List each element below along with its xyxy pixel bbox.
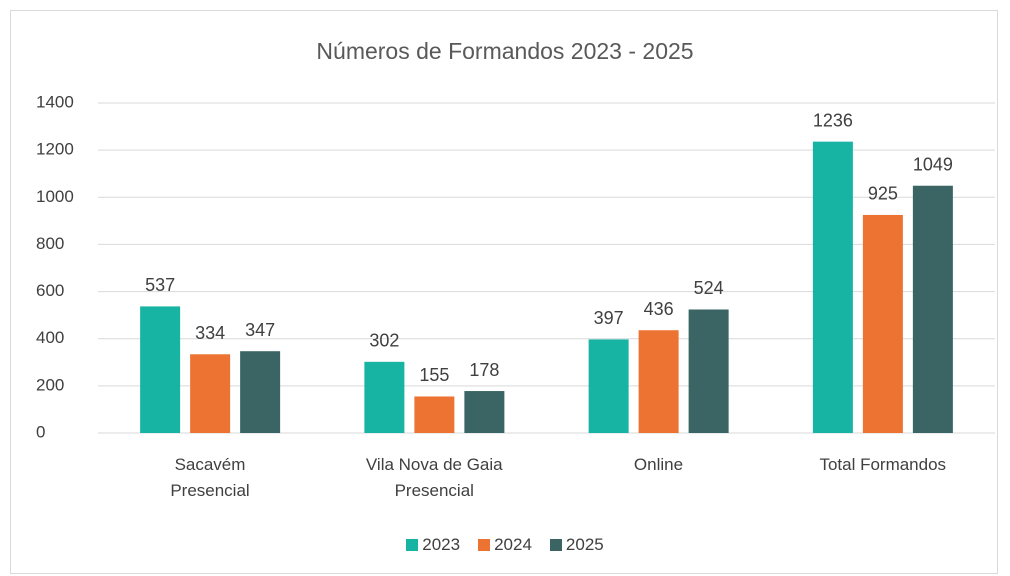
x-tick-label: Total Formandos <box>819 455 947 474</box>
data-label: 436 <box>644 299 674 319</box>
legend-swatch <box>406 539 419 551</box>
data-label: 155 <box>419 365 449 385</box>
legend-label: 2023 <box>422 535 461 554</box>
data-label: 524 <box>694 278 724 298</box>
x-tick-label: Vila Nova de Gaia Presencial <box>365 455 503 500</box>
data-label: 1236 <box>813 110 853 130</box>
y-tick-label: 1000 <box>36 187 74 206</box>
chart-title: Números de Formandos 2023 - 2025 <box>316 38 694 64</box>
legend-swatch <box>478 539 491 551</box>
bar <box>140 306 181 433</box>
bar <box>588 339 629 433</box>
legend-label: 2024 <box>494 535 532 554</box>
bar <box>190 354 231 433</box>
bar <box>364 361 405 433</box>
x-tick-label: Sacavém Presencial <box>170 455 250 500</box>
data-label: 537 <box>145 275 175 295</box>
y-tick-label: 1400 <box>36 92 74 111</box>
bar <box>812 141 853 433</box>
data-label: 1049 <box>913 154 953 174</box>
legend: 2023 2024 2025 <box>0 535 1010 555</box>
bar <box>862 214 903 433</box>
data-label: 302 <box>369 331 399 351</box>
y-tick-label: 800 <box>36 234 64 253</box>
y-tick-label: 200 <box>36 375 64 394</box>
legend-item: 2023 <box>406 535 460 555</box>
data-label: 334 <box>195 323 225 343</box>
bar <box>464 391 505 433</box>
data-label: 347 <box>245 320 275 340</box>
y-tick-label: 400 <box>36 328 64 347</box>
y-tick-label: 0 <box>36 422 45 441</box>
y-tick-label: 600 <box>36 281 64 300</box>
bar <box>912 185 953 433</box>
data-label: 925 <box>868 184 898 204</box>
legend-label: 2025 <box>565 535 604 554</box>
chart-border <box>10 10 998 574</box>
x-tick-label: Online <box>633 455 684 474</box>
bar <box>638 330 679 433</box>
data-label: 397 <box>594 308 624 328</box>
legend-swatch <box>549 539 562 551</box>
y-tick-label: 1200 <box>36 140 74 159</box>
data-label: 178 <box>469 360 499 380</box>
bar <box>240 351 281 433</box>
legend-item: 2024 <box>478 535 532 555</box>
legend-item: 2025 <box>549 535 604 555</box>
bar <box>688 309 729 433</box>
bar <box>414 396 455 433</box>
